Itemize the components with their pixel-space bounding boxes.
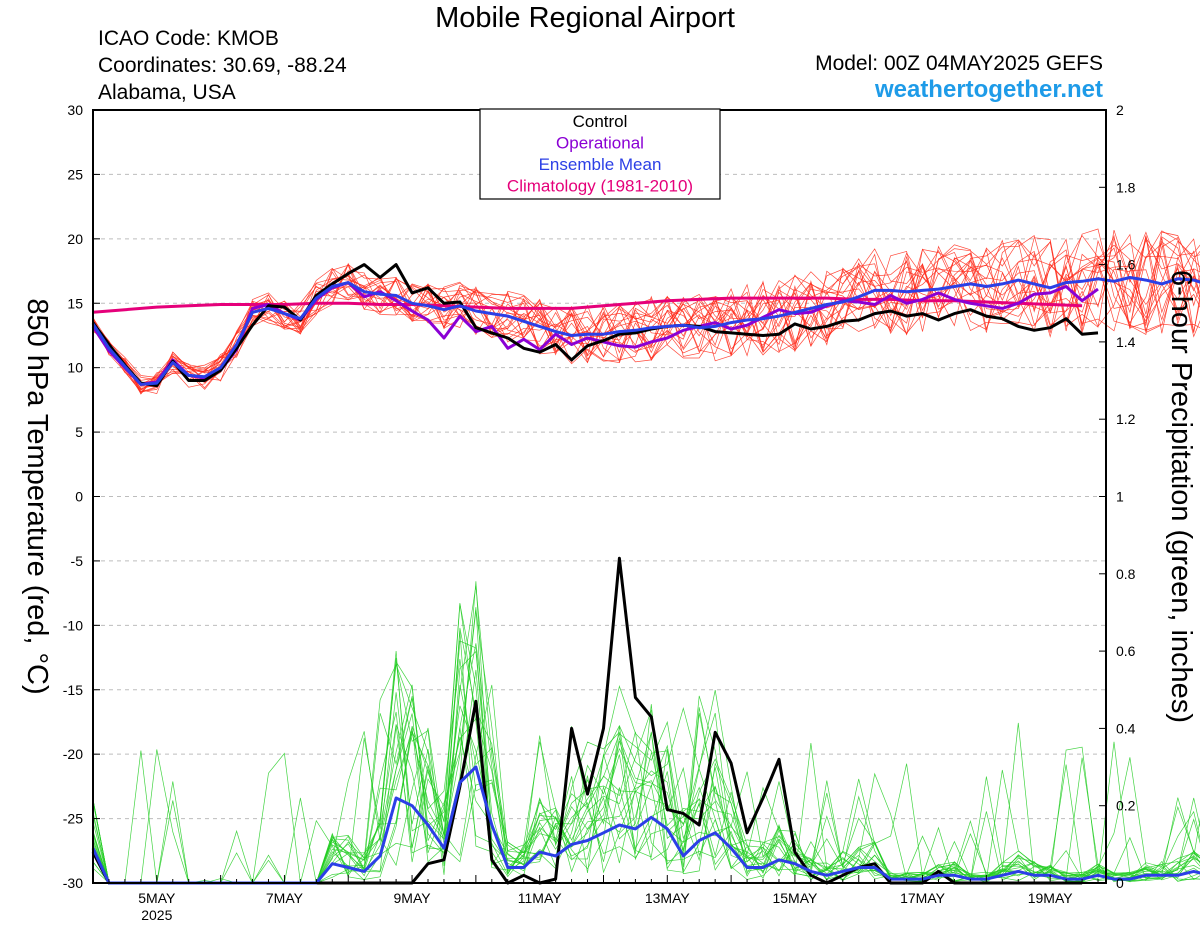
- x-tick-label: 19MAY: [1028, 890, 1074, 906]
- precipitation-member-line: [92, 650, 1200, 884]
- precipitation-member-line: [92, 631, 1200, 884]
- left-tick-label: -5: [71, 553, 84, 569]
- left-tick-label: 30: [67, 102, 83, 118]
- left-tick-label: -15: [63, 682, 83, 698]
- legend-entry: Control: [573, 112, 628, 131]
- left-tick-label: 15: [67, 295, 83, 311]
- right-tick-label: 0.4: [1116, 720, 1136, 736]
- right-tick-label: 2: [1116, 102, 1124, 118]
- axes: -30-25-20-15-10-505101520253000.20.40.60…: [21, 102, 1197, 923]
- right-tick-label: 0.8: [1116, 566, 1136, 582]
- left-tick-label: -25: [63, 811, 83, 827]
- left-tick-label: -30: [63, 875, 83, 891]
- legend-entry: Operational: [556, 134, 644, 153]
- x-tick-label: 9MAY: [394, 890, 432, 906]
- left-tick-label: 5: [75, 424, 83, 440]
- temperature-operational-line: [91, 281, 1099, 386]
- temperature-member-line: [92, 236, 1200, 395]
- precipitation-control-line: [91, 556, 1083, 885]
- temperature-member-line: [92, 248, 1200, 389]
- left-axis-title: 850 hPa Temperature (red, °C): [21, 298, 53, 694]
- x-tick-label: 5MAY: [138, 890, 176, 906]
- precipitation-member-line: [92, 607, 1200, 884]
- ensemble-member-lines: [92, 228, 1200, 885]
- x-tick-label: 13MAY: [645, 890, 691, 906]
- x-tick-label: 11MAY: [518, 890, 562, 906]
- right-tick-label: 0.6: [1116, 643, 1136, 659]
- model-run: Model: 00Z 04MAY2025 GEFS: [815, 52, 1103, 75]
- precipitation-member-line: [92, 643, 1200, 885]
- precipitation-member-line: [92, 627, 1200, 884]
- precipitation-member-line: [92, 684, 1200, 884]
- right-tick-label: 1: [1116, 489, 1124, 505]
- left-tick-label: 10: [67, 360, 83, 376]
- series-lines: [91, 263, 1200, 885]
- temperature-member-line: [92, 263, 1200, 388]
- precipitation-member-line: [92, 659, 1200, 884]
- right-tick-label: 1.8: [1116, 179, 1136, 195]
- temperature-ensemble-mean-line: [91, 276, 1200, 386]
- coordinates: Coordinates: 30.69, -88.24: [98, 54, 347, 77]
- x-tick-label: 7MAY: [266, 890, 304, 906]
- x-tick-label: 17MAY: [900, 890, 946, 906]
- x-tick-sublabel: 2025: [141, 907, 172, 923]
- right-tick-label: 1.2: [1116, 411, 1136, 427]
- chart-title: Mobile Regional Airport: [435, 2, 735, 34]
- legend-entry: Ensemble Mean: [539, 155, 662, 174]
- right-tick-label: 0: [1116, 875, 1124, 891]
- grid-lines: [93, 109, 1106, 884]
- temperature-member-line: [92, 230, 1200, 393]
- icao-code: ICAO Code: KMOB: [98, 27, 279, 50]
- legend-box: [479, 108, 721, 200]
- legend: Control Operational Ensemble Mean Climatolo…: [479, 108, 721, 200]
- x-tick-label: 15MAY: [772, 890, 818, 906]
- legend-entry: Climatology (1981-2010): [507, 177, 693, 196]
- temperature-control-line: [91, 263, 1099, 388]
- temperature-member-line: [92, 234, 1200, 382]
- precipitation-member-line: [92, 705, 1200, 884]
- right-tick-label: 0.2: [1116, 798, 1136, 814]
- website-link[interactable]: weathertogether.net: [874, 76, 1103, 103]
- left-tick-label: 0: [75, 489, 83, 505]
- left-tick-label: -10: [63, 617, 83, 633]
- temperature-member-line: [92, 234, 1200, 381]
- left-tick-label: 20: [67, 231, 83, 247]
- right-tick-label: 1.6: [1116, 257, 1136, 273]
- right-tick-label: 1.4: [1116, 334, 1136, 350]
- temperature-member-line: [92, 229, 1200, 395]
- precipitation-member-line: [92, 640, 1200, 884]
- left-tick-label: -20: [63, 746, 83, 762]
- left-tick-label: 25: [67, 166, 83, 182]
- right-axis-title: 6-hour Precipitation (green, inches): [1165, 270, 1197, 723]
- region: Alabama, USA: [98, 81, 236, 104]
